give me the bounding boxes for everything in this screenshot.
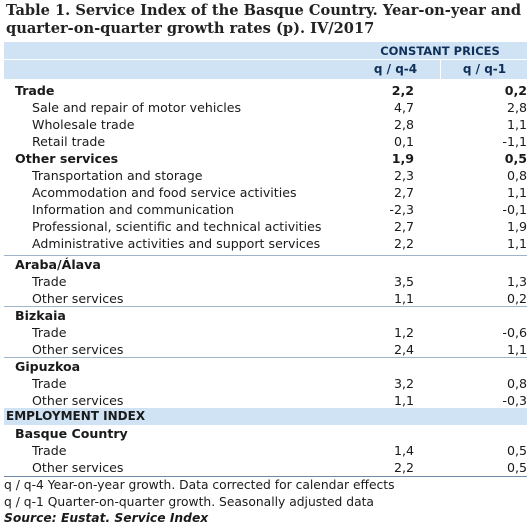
value-yoy: 2,7 (393, 185, 414, 200)
table-row: Administrative activities and support se… (4, 235, 527, 252)
value-yoy: 3,2 (393, 376, 414, 391)
footnote-yoy: q / q-4 Year-on-year growth. Data correc… (4, 478, 395, 492)
value-qoq: 2,8 (506, 100, 527, 115)
section-divider (4, 306, 527, 307)
value-qoq: 1,3 (506, 274, 527, 289)
table-row: Trade 3,2 0,8 (4, 375, 527, 392)
row-label: Wholesale trade (32, 117, 135, 132)
row-label: Transportation and storage (32, 168, 203, 183)
value-yoy: 2,8 (393, 117, 414, 132)
table-row: Transportation and storage 2,3 0,8 (4, 167, 527, 184)
row-label: Trade (32, 274, 67, 289)
value-qoq: 0,5 (506, 443, 527, 458)
row-label: Other services (32, 342, 124, 357)
table-row: Other services 1,9 0,5 (4, 150, 527, 167)
table-row: Sale and repair of motor vehicles 4,7 2,… (4, 99, 527, 116)
footnote-qoq: q / q-1 Quarter-on-quarter growth. Seaso… (4, 495, 374, 509)
row-label: Sale and repair of motor vehicles (32, 100, 242, 115)
value-qoq: -0,1 (502, 202, 527, 217)
row-label: Information and communication (32, 202, 234, 217)
employment-index-label: EMPLOYMENT INDEX (6, 409, 146, 423)
column-divider (440, 60, 441, 79)
value-qoq: 0,2 (504, 83, 527, 98)
table-row: Professional, scientific and technical a… (4, 218, 527, 235)
table-row: Trade 3,5 1,3 (4, 273, 527, 290)
table-row: Gipuzkoa (4, 358, 527, 375)
value-yoy: 1,9 (391, 151, 414, 166)
value-qoq: 1,9 (506, 219, 527, 234)
region-label: Basque Country (15, 426, 128, 441)
value-yoy: 1,1 (393, 291, 414, 306)
table-row: Other services 2,4 1,1 (4, 341, 527, 358)
col-qoq-header: q / q-1 (462, 62, 507, 76)
section-divider (4, 357, 527, 358)
table-row: Trade 1,4 0,5 (4, 442, 527, 459)
column-header-row: q / q-4 q / q-1 (4, 59, 527, 79)
value-yoy: 2,4 (393, 342, 414, 357)
table-row: Wholesale trade 2,8 1,1 (4, 116, 527, 133)
table-title: Table 1. Service Index of the Basque Cou… (6, 2, 522, 37)
row-label: Administrative activities and support se… (32, 236, 321, 251)
value-qoq: -0,6 (502, 325, 527, 340)
value-qoq: 1,1 (506, 185, 527, 200)
table-row: Other services 1,1 0,2 (4, 290, 527, 307)
value-yoy: 0,1 (393, 134, 414, 149)
row-label: Other services (32, 393, 124, 408)
row-label: Retail trade (32, 134, 106, 149)
row-label: Other services (32, 460, 124, 475)
constant-prices-label: CONSTANT PRICES (380, 44, 500, 58)
section-divider (4, 255, 527, 256)
value-qoq: -0,3 (502, 393, 527, 408)
table-row: Trade 2,2 0,2 (4, 82, 527, 99)
table-row: Basque Country (4, 425, 527, 442)
employment-index-band: EMPLOYMENT INDEX (4, 408, 527, 425)
value-yoy: 2,3 (393, 168, 414, 183)
value-yoy: -2,3 (389, 202, 414, 217)
territory-label: Gipuzkoa (15, 359, 81, 374)
row-label: Trade (15, 83, 55, 98)
row-label: Professional, scientific and technical a… (32, 219, 322, 234)
value-yoy: 1,1 (393, 393, 414, 408)
value-yoy: 1,2 (393, 325, 414, 340)
col-yoy-header: q / q-4 (373, 62, 418, 76)
value-yoy: 4,7 (393, 100, 414, 115)
source-note: Source: Eustat. Service Index (4, 511, 209, 525)
table-row: Bizkaia (4, 307, 527, 324)
value-yoy: 1,4 (393, 443, 414, 458)
value-yoy: 2,2 (391, 83, 414, 98)
value-yoy: 3,5 (393, 274, 414, 289)
value-qoq: 0,8 (506, 376, 527, 391)
row-label: Acommodation and food service activities (32, 185, 297, 200)
table-row: Other services 1,1 -0,3 (4, 392, 527, 409)
table-row: Acommodation and food service activities… (4, 184, 527, 201)
value-qoq: 0,5 (504, 151, 527, 166)
value-qoq: 1,1 (506, 236, 527, 251)
value-yoy: 2,7 (393, 219, 414, 234)
value-qoq: 0,8 (506, 168, 527, 183)
table-row: Retail trade 0,1 -1,1 (4, 133, 527, 150)
value-qoq: 1,1 (506, 342, 527, 357)
column-group-header: CONSTANT PRICES (4, 42, 527, 59)
row-label: Trade (32, 443, 67, 458)
value-qoq: 0,2 (506, 291, 527, 306)
value-qoq: 0,5 (506, 460, 527, 475)
table-row: Information and communication -2,3 -0,1 (4, 201, 527, 218)
value-yoy: 2,2 (393, 460, 414, 475)
row-label: Trade (32, 376, 67, 391)
table-row: Araba/Álava (4, 256, 527, 273)
table-bottom-rule (4, 476, 527, 477)
row-label: Other services (32, 291, 124, 306)
territory-label: Araba/Álava (15, 257, 101, 272)
table-row: Trade 1,2 -0,6 (4, 324, 527, 341)
row-label: Trade (32, 325, 67, 340)
value-yoy: 2,2 (393, 236, 414, 251)
value-qoq: 1,1 (506, 117, 527, 132)
table-row: Other services 2,2 0,5 (4, 459, 527, 476)
value-qoq: -1,1 (502, 134, 527, 149)
row-label: Other services (15, 151, 119, 166)
territory-label: Bizkaia (15, 308, 66, 323)
